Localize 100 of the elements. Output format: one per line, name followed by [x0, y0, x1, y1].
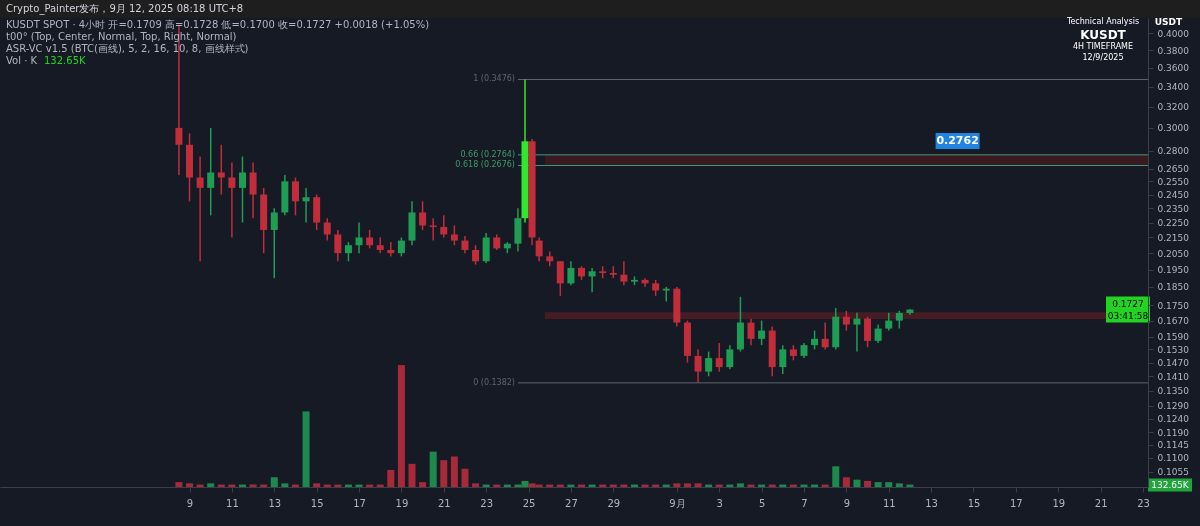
candlestick	[397, 236, 405, 258]
y-tick-label: 0.2150	[1157, 232, 1190, 243]
x-tick-label: 13	[925, 497, 938, 509]
bar	[419, 482, 427, 487]
y-tick-label: 0.1670	[1157, 316, 1190, 327]
bar	[175, 482, 183, 487]
candlestick	[207, 127, 215, 217]
candlestick	[588, 267, 596, 294]
candlestick	[864, 315, 872, 349]
x-tick-label: 17	[1010, 497, 1023, 509]
annotation: 0.2762	[936, 134, 979, 148]
bar	[387, 469, 395, 487]
candlestick	[355, 221, 363, 254]
bar	[313, 483, 321, 487]
x-tick-label: 23	[1137, 497, 1150, 509]
bar	[472, 483, 480, 487]
y-tick-label: 0.1850	[1157, 282, 1190, 293]
x-tick-label: 19	[395, 497, 409, 509]
candlestick	[249, 161, 257, 219]
y-tick-label: 0.1950	[1157, 265, 1190, 276]
candlestick	[344, 241, 352, 263]
candlestick	[811, 329, 819, 351]
x-tick-label: 9月	[669, 497, 686, 509]
x-tick-label: 7	[801, 497, 808, 509]
text: 132.65K	[1151, 480, 1190, 490]
candlestick	[779, 344, 787, 375]
candlestick	[705, 350, 713, 378]
bar	[207, 483, 215, 487]
bar	[736, 483, 744, 487]
ref-line-label: 0.618 (0.2676)	[455, 160, 515, 170]
candlestick	[747, 317, 755, 346]
bar	[673, 483, 681, 487]
y-tick-label: 0.2450	[1157, 190, 1190, 201]
y-tick-label: 0.1100	[1157, 453, 1190, 464]
y-tick-label: 0.3600	[1157, 63, 1190, 74]
candlestick	[270, 207, 278, 279]
y-tick-label: 0.1750	[1157, 300, 1190, 311]
candlestick	[535, 236, 543, 263]
bar	[186, 483, 194, 487]
annotation: 4H TIMEFRAME	[1072, 42, 1134, 51]
y-tick-label: 0.2050	[1157, 248, 1190, 259]
candlestick	[853, 312, 861, 353]
x-tick-label: 13	[268, 497, 282, 509]
y-tick-label: 0.3000	[1157, 123, 1190, 134]
candlestick	[291, 176, 299, 217]
bar	[832, 466, 840, 487]
annotation: 132.65K	[44, 55, 86, 66]
text: Crypto_Painter发布，9月 12, 2025 08:18 UTC+8	[6, 3, 244, 15]
bar	[874, 482, 882, 487]
x-tick-label: 5	[758, 497, 766, 509]
x-tick-label: 29	[607, 497, 621, 509]
candlestick	[196, 155, 204, 263]
x-tick-label: 15	[310, 497, 324, 509]
x-tick-label: 19	[1052, 497, 1066, 509]
y-tick-label: 0.2350	[1157, 203, 1190, 214]
candlestick	[556, 260, 564, 297]
y-tick-label: 0.1190	[1157, 427, 1190, 438]
annotation: 0.1727	[1112, 298, 1144, 309]
bar	[450, 456, 458, 487]
y-tick-label: 0.1055	[1157, 467, 1189, 478]
candlestick	[228, 161, 236, 239]
candlestick	[217, 144, 225, 196]
y-tick-label: 0.1290	[1157, 401, 1190, 412]
x-tick-label: 21	[1094, 497, 1108, 509]
candlestick	[376, 236, 384, 254]
annotation: 12/9/2025	[1082, 53, 1124, 62]
bar	[864, 480, 872, 487]
x-tick-label: 23	[480, 497, 494, 509]
candlestick	[726, 344, 734, 371]
y-tick-label: 0.2650	[1157, 164, 1190, 175]
annotation: Technical Analysis	[1065, 17, 1140, 26]
bar	[842, 477, 850, 487]
candlestick	[302, 187, 310, 224]
candlestick	[842, 310, 850, 332]
candlestick	[323, 217, 331, 242]
candlestick	[334, 229, 342, 263]
bar	[408, 463, 416, 487]
y-tick-label: 0.3800	[1157, 45, 1190, 56]
candlestick	[874, 323, 882, 344]
y-tick-label: 0.1350	[1157, 386, 1190, 397]
y-tick-label: 0.4000	[1157, 28, 1190, 39]
x-tick-label: 11	[226, 497, 239, 509]
bar	[895, 483, 903, 487]
x-tick-label: 15	[967, 497, 981, 509]
bar	[683, 483, 691, 487]
candlestick	[450, 224, 458, 246]
bar	[270, 477, 278, 487]
y-tick-label: 0.1145	[1157, 440, 1189, 451]
x-tick-label: 9	[186, 497, 194, 509]
y-axis-title: USDT	[1154, 16, 1184, 27]
candlestick	[419, 200, 427, 231]
y-tick-label: 0.2250	[1157, 218, 1190, 229]
y-tick-label: 0.1590	[1157, 332, 1190, 343]
y-tick-label: 0.2800	[1157, 146, 1190, 157]
y-tick-label: 0.3200	[1157, 102, 1190, 113]
candlestick	[715, 342, 723, 373]
bar	[885, 482, 893, 487]
bar	[429, 451, 437, 487]
annotation: 03:41:58	[1107, 310, 1149, 321]
x-tick-label: 9	[843, 497, 851, 509]
